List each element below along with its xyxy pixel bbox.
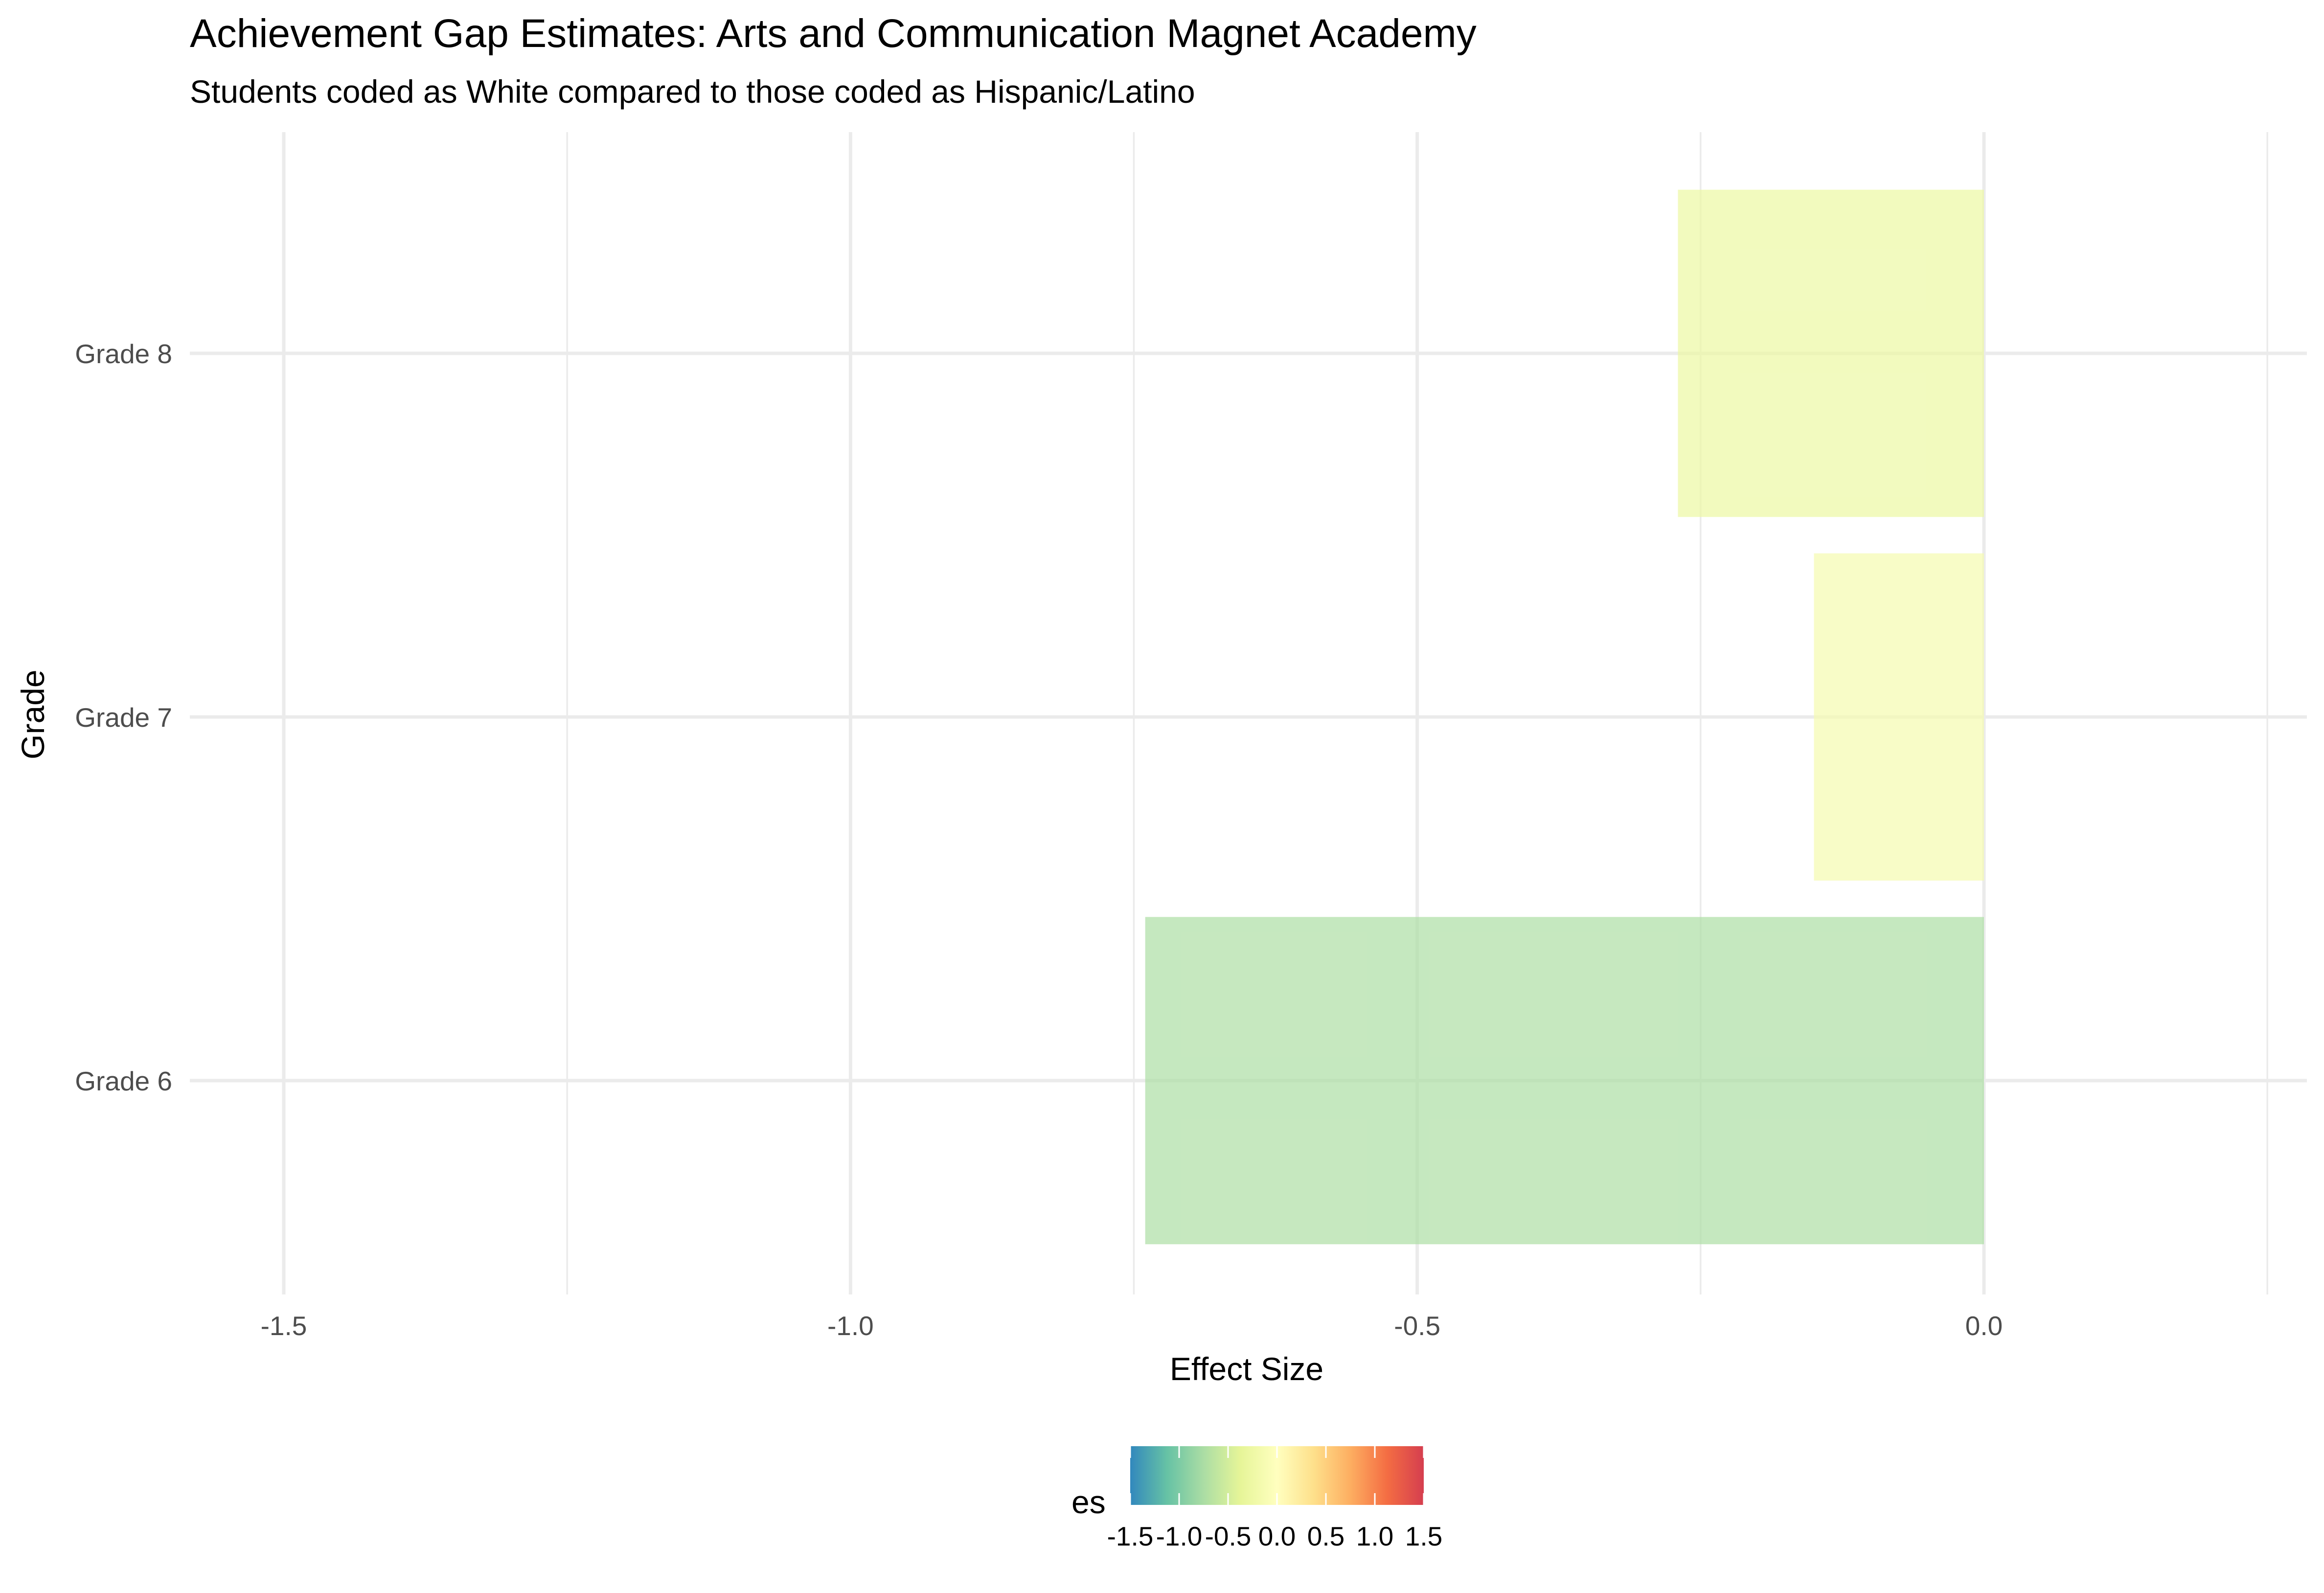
chart-title: Achievement Gap Estimates: Arts and Comm…: [190, 11, 1477, 56]
y-tick-label: Grade 6: [75, 1066, 172, 1096]
bar-grade-8: [1678, 189, 1984, 517]
legend-tick-label: 1.0: [1356, 1521, 1393, 1551]
y-axis-title: Grade: [15, 670, 51, 759]
legend-tick-label: 0.5: [1307, 1521, 1344, 1551]
x-tick-label: 0.0: [1965, 1311, 2003, 1341]
legend-title: es: [1071, 1484, 1106, 1520]
bar-grade-6: [1145, 917, 1984, 1245]
x-tick-labels: -1.5 -1.0 -0.5 0.0: [261, 1311, 2003, 1341]
legend-tick-label: -0.5: [1205, 1521, 1252, 1551]
legend-ticks: -1.5 -1.0 -0.5 0.0 0.5 1.0 1.5: [1107, 1446, 1442, 1551]
legend-tick-label: 1.5: [1405, 1521, 1442, 1551]
bar-grade-7: [1814, 553, 1984, 881]
legend: es -1.5 -1.0 -0.5 0.0 0.5 1.0 1.5: [1071, 1446, 1442, 1551]
bar-layer: [1145, 189, 1984, 1245]
legend-tick-label: -1.0: [1156, 1521, 1203, 1551]
legend-tick-label: -1.5: [1107, 1521, 1154, 1551]
y-tick-label: Grade 7: [75, 702, 172, 733]
y-tick-labels: Grade 6 Grade 7 Grade 8: [75, 339, 172, 1096]
x-tick-label: -1.0: [827, 1311, 874, 1341]
x-tick-label: -1.5: [261, 1311, 307, 1341]
y-tick-label: Grade 8: [75, 339, 172, 369]
legend-tick-label: 0.0: [1258, 1521, 1296, 1551]
x-axis-title: Effect Size: [1170, 1351, 1323, 1387]
x-tick-label: -0.5: [1394, 1311, 1440, 1341]
chart-subtitle: Students coded as White compared to thos…: [190, 73, 1195, 110]
